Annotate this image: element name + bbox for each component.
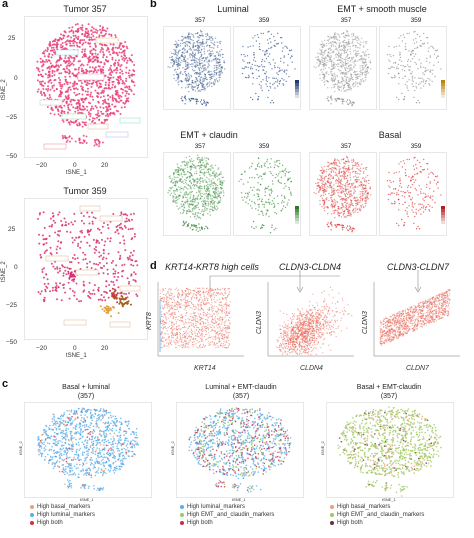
c-luminal-emt-claudin-plot xyxy=(176,402,304,498)
tumor-359-tsne-plot xyxy=(24,198,148,340)
c1-ylabel: tSNE_2 xyxy=(18,441,23,455)
d-krt-scatter xyxy=(157,282,244,357)
c3-legend-dot-0 xyxy=(330,505,334,509)
d-krt14-xlabel: KRT14 xyxy=(194,365,216,372)
b-luminal-359-plot xyxy=(233,26,301,110)
a-bot-ytick-neg25: −25 xyxy=(6,302,18,309)
d-krt-title: KRT14-KRT8 high cells xyxy=(165,262,259,272)
d-cldn7-title: CLDN3-CLDN7 xyxy=(386,262,449,272)
b-emt-claudin-359-plot xyxy=(233,152,301,236)
c2-legend-dot-0 xyxy=(180,505,184,509)
a-bot-ytick-0: 0 xyxy=(14,264,18,271)
c2-legend-1: High EMT_and_claudin_markers xyxy=(180,512,274,518)
a-top-ytick-neg25: −25 xyxy=(6,114,18,121)
c3-xlabel: tSNE_1 xyxy=(382,497,396,502)
tumor-357-title: Tumor 357 xyxy=(63,4,107,14)
c3-legend-label-0: High basal_markers xyxy=(337,504,391,510)
c1-legend-label-1: High luminal_markers xyxy=(37,512,96,518)
panel-b-letter: b xyxy=(150,0,157,10)
b-basal-359-label: 359 xyxy=(410,143,422,150)
c2-legend-2: High both xyxy=(180,520,213,526)
c1-title-line1: Basal + luminal xyxy=(62,384,110,391)
a-top-xtick-20: 20 xyxy=(101,162,109,169)
c3-legend-label-1: High EMT_and_claudin_markers xyxy=(337,512,425,518)
c1-legend-label-0: High basal_markers xyxy=(37,504,91,510)
a-bot-xtick-neg20: −20 xyxy=(36,345,48,352)
c3-legend-dot-2 xyxy=(330,521,334,525)
c2-ylabel: tSNE_2 xyxy=(170,441,175,455)
c1-legend-label-2: High both xyxy=(37,520,63,526)
c2-legend-dot-1 xyxy=(180,513,184,517)
c-basal-luminal-plot xyxy=(24,402,152,498)
c1-legend-dot-2 xyxy=(30,521,34,525)
b-luminal-357-label: 357 xyxy=(194,17,206,24)
a-bot-ytick-25: 25 xyxy=(8,226,16,233)
b-emt-claudin-359-label: 359 xyxy=(258,143,270,150)
panel-c-letter: c xyxy=(2,378,9,390)
b-emt-sm-359-plot xyxy=(379,26,447,110)
b-emt-sm-title: EMT + smooth muscle xyxy=(337,4,427,14)
d-cldn4-scatter xyxy=(267,282,354,357)
c3-legend-2: High both xyxy=(330,520,363,526)
b-basal-357-label: 357 xyxy=(340,143,352,150)
b-luminal-357-plot xyxy=(163,26,231,110)
d-krt8-ylabel: KRT8 xyxy=(146,312,153,330)
panel-d-letter: d xyxy=(150,260,157,272)
c3-legend-1: High EMT_and_claudin_markers xyxy=(330,512,424,518)
b-emt-claudin-title: EMT + claudin xyxy=(180,130,238,140)
c2-legend-label-1: High EMT_and_claudin_markers xyxy=(187,512,275,518)
d-cldn4-xlabel: CLDN4 xyxy=(300,365,323,372)
d-cldn7-scatter xyxy=(373,282,460,357)
c2-legend-dot-2 xyxy=(180,521,184,525)
a-top-ytick-25: 25 xyxy=(8,35,16,42)
d-cldn3-ylabel-1: CLDN3 xyxy=(256,311,263,334)
c2-legend-0: High luminal_markers xyxy=(180,504,245,510)
c1-title-line2: (357) xyxy=(77,393,95,400)
a-top-xtick-neg20: −20 xyxy=(36,162,48,169)
panel-a-letter: a xyxy=(2,0,9,10)
b-luminal-359-label: 359 xyxy=(258,17,270,24)
a-top-xtick-0: 0 xyxy=(73,162,77,169)
a-bot-xtick-20: 20 xyxy=(101,345,109,352)
c2-legend-label-0: High luminal_markers xyxy=(187,504,246,510)
c1-legend-dot-0 xyxy=(30,505,34,509)
c-basal-emt-claudin-plot xyxy=(326,402,454,498)
b-emt-sm-357-label: 357 xyxy=(340,17,352,24)
c2-legend-label-2: High both xyxy=(187,520,213,526)
a-top-xlabel: tSNE_1 xyxy=(66,170,87,176)
c1-legend-dot-1 xyxy=(30,513,34,517)
a-bot-xtick-0: 0 xyxy=(73,345,77,352)
c3-legend-0: High basal_markers xyxy=(330,504,390,510)
b-emt-claudin-357-plot xyxy=(163,152,231,236)
b-basal-357-plot xyxy=(309,152,377,236)
c2-xlabel: tSNE_1 xyxy=(232,497,246,502)
b-basal-title: Basal xyxy=(378,130,402,140)
c2-title-line1: Luminal + EMT-claudin xyxy=(205,384,277,391)
b-emt-claudin-357-label: 357 xyxy=(194,143,206,150)
c1-legend-2: High both xyxy=(30,520,63,526)
c2-title-line2: (357) xyxy=(232,393,250,400)
a-bot-xlabel: tSNE_1 xyxy=(66,353,87,359)
c1-xlabel: tSNE_1 xyxy=(80,497,94,502)
c3-ylabel: tSNE_2 xyxy=(320,441,325,455)
c3-legend-dot-1 xyxy=(330,513,334,517)
b-emt-sm-359-label: 359 xyxy=(410,17,422,24)
tumor-357-tsne-plot xyxy=(24,16,148,158)
c1-legend-1: High luminal_markers xyxy=(30,512,95,518)
c1-legend-0: High basal_markers xyxy=(30,504,90,510)
d-cldn4-title: CLDN3-CLDN4 xyxy=(278,262,341,272)
a-top-ytick-0: 0 xyxy=(14,75,18,82)
d-cldn3-ylabel-2: CLDN3 xyxy=(362,311,369,334)
a-top-ytick-neg50: −50 xyxy=(6,153,18,160)
b-emt-sm-357-plot xyxy=(309,26,377,110)
c3-legend-label-2: High both xyxy=(337,520,363,526)
b-basal-359-plot xyxy=(379,152,447,236)
c3-title-line1: Basal + EMT-claudin xyxy=(356,384,422,391)
a-bot-ytick-neg50: −50 xyxy=(6,339,18,346)
tumor-359-title: Tumor 359 xyxy=(63,186,107,196)
b-luminal-title: Luminal xyxy=(217,4,249,14)
c3-title-line2: (357) xyxy=(380,393,398,400)
d-cldn7-xlabel: CLDN7 xyxy=(406,365,429,372)
